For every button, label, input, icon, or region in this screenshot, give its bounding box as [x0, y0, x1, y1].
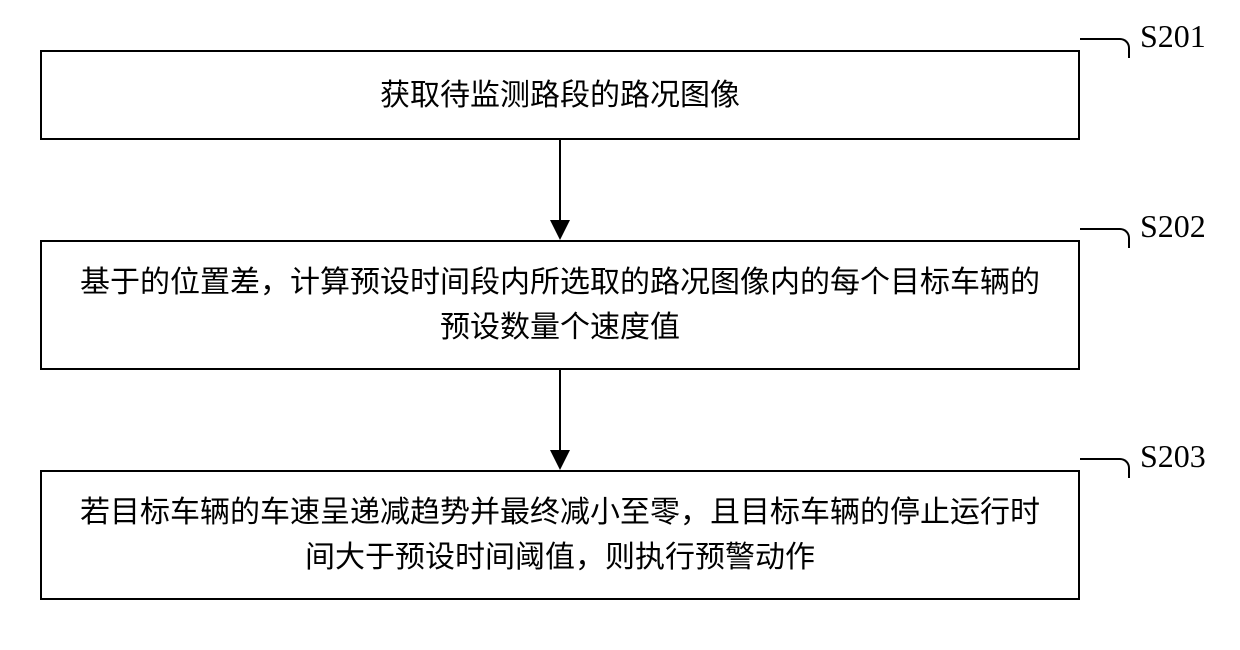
step-label-s201: S201	[1140, 18, 1206, 55]
connector-s202	[1080, 228, 1130, 248]
arrow-s201-s202	[540, 140, 580, 240]
step-text: 若目标车辆的车速呈递减趋势并最终减小至零，且目标车辆的停止运行时间大于预设时间阈…	[72, 490, 1048, 580]
connector-s203	[1080, 458, 1130, 478]
step-box-s203: 若目标车辆的车速呈递减趋势并最终减小至零，且目标车辆的停止运行时间大于预设时间阈…	[40, 470, 1080, 600]
connector-s201	[1080, 38, 1130, 58]
step-text: 基于的位置差，计算预设时间段内所选取的路况图像内的每个目标车辆的预设数量个速度值	[72, 260, 1048, 350]
step-label-s203: S203	[1140, 438, 1206, 475]
step-label-s202: S202	[1140, 208, 1206, 245]
step-box-s202: 基于的位置差，计算预设时间段内所选取的路况图像内的每个目标车辆的预设数量个速度值	[40, 240, 1080, 370]
arrow-s202-s203	[540, 370, 580, 470]
step-text: 获取待监测路段的路况图像	[380, 73, 740, 118]
step-box-s201: 获取待监测路段的路况图像	[40, 50, 1080, 140]
flowchart-canvas: 获取待监测路段的路况图像 S201 基于的位置差，计算预设时间段内所选取的路况图…	[0, 0, 1240, 650]
